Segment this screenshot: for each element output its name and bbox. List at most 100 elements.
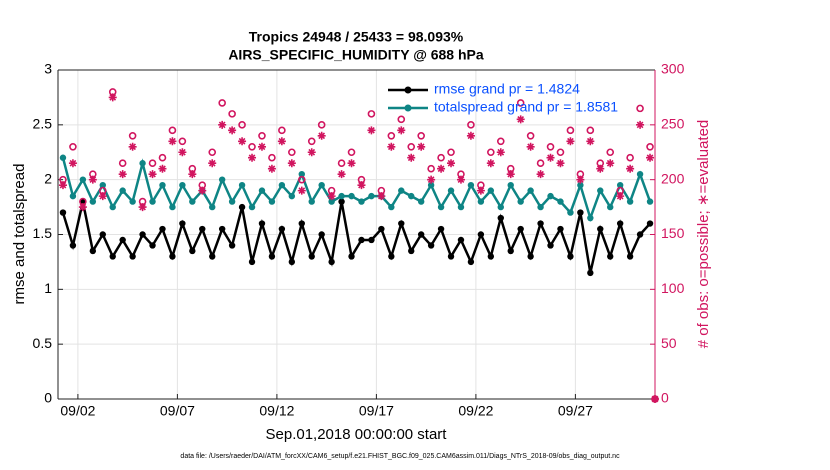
obs-possible xyxy=(387,132,396,140)
obs-possible xyxy=(367,110,376,118)
data-point xyxy=(69,192,77,200)
data-point xyxy=(189,247,196,255)
obs-evaluated xyxy=(138,203,147,212)
obs-possible xyxy=(128,132,137,140)
data-point xyxy=(447,187,455,194)
obs-possible xyxy=(69,142,77,151)
x-tick-label: 09/22 xyxy=(458,403,493,419)
data-point xyxy=(149,242,156,249)
data-point xyxy=(417,231,425,238)
data-point xyxy=(278,225,286,233)
data-point xyxy=(646,220,654,227)
data-point xyxy=(298,220,305,227)
obs-evaluated xyxy=(317,131,326,140)
obs-possible xyxy=(646,142,654,151)
data-point xyxy=(119,236,126,244)
data-point xyxy=(626,253,634,260)
data-point xyxy=(139,231,146,238)
data-point xyxy=(89,198,97,205)
data-point xyxy=(209,253,216,260)
obs-evaluated xyxy=(447,159,456,168)
data-point xyxy=(59,209,67,216)
data-point xyxy=(298,170,305,178)
y2-tick-label: 300 xyxy=(661,61,685,77)
obs-evaluated xyxy=(307,148,316,157)
obs-possible xyxy=(347,148,356,157)
y2-tick-label: 0 xyxy=(661,390,669,406)
obs-evaluated xyxy=(347,159,356,168)
data-point xyxy=(408,192,415,200)
obs-possible xyxy=(407,142,416,151)
data-point xyxy=(388,203,395,211)
obs-evaluated xyxy=(546,153,555,162)
obs-evaluated xyxy=(506,170,515,179)
data-point xyxy=(616,181,624,189)
y2-tick-label: 100 xyxy=(661,280,685,296)
y-tick-label: 3 xyxy=(44,61,52,77)
obs-possible xyxy=(317,121,326,129)
obs-possible xyxy=(278,126,286,135)
data-point xyxy=(497,203,504,211)
obs-possible xyxy=(168,126,177,135)
data-point xyxy=(328,198,335,205)
obs-evaluated xyxy=(606,159,615,168)
data-point xyxy=(338,198,345,205)
obs-evaluated xyxy=(377,192,386,201)
obs-evaluated xyxy=(407,153,416,162)
data-point xyxy=(248,258,256,266)
obs-evaluated xyxy=(108,93,117,102)
obs-evaluated xyxy=(496,148,505,157)
data-point xyxy=(567,253,574,260)
data-point xyxy=(179,181,186,189)
data-point xyxy=(119,187,126,194)
obs-evaluated xyxy=(636,120,645,129)
series-line xyxy=(61,201,651,274)
data-point xyxy=(537,203,544,211)
data-point xyxy=(477,231,485,238)
obs-possible xyxy=(178,137,187,146)
obs-evaluated xyxy=(228,126,237,135)
y-axis-label: rmse and totalspread xyxy=(11,164,28,305)
data-point xyxy=(109,203,116,211)
data-point xyxy=(427,181,435,189)
data-point xyxy=(497,214,504,222)
obs-possible xyxy=(228,110,236,118)
data-point xyxy=(348,253,355,260)
data-point xyxy=(199,225,206,233)
data-point xyxy=(607,253,614,260)
data-point xyxy=(398,187,405,194)
data-point xyxy=(69,242,77,249)
data-point xyxy=(577,181,584,189)
data-point xyxy=(368,192,375,200)
data-point xyxy=(109,253,116,260)
obs-evaluated xyxy=(248,153,257,162)
obs-possible xyxy=(447,148,455,157)
obs-evaluated xyxy=(397,126,406,135)
data-point xyxy=(557,198,564,205)
data-point xyxy=(557,225,564,233)
obs-evaluated xyxy=(128,142,137,151)
obs-possible xyxy=(606,148,615,157)
obs-evaluated xyxy=(168,137,177,146)
data-point xyxy=(288,192,296,200)
obs-possible xyxy=(158,153,167,162)
obs-possible xyxy=(536,159,545,168)
obs-possible xyxy=(467,121,475,129)
obs-possible xyxy=(208,148,217,157)
data-point xyxy=(288,258,296,266)
obs-evaluated xyxy=(646,153,655,162)
data-point xyxy=(308,198,315,205)
obs-evaluated xyxy=(576,175,585,184)
data-point xyxy=(587,269,594,277)
chart-title: Tropics 24948 / 25433 = 98.093% xyxy=(249,29,464,45)
data-point xyxy=(587,214,594,222)
obs-evaluated xyxy=(387,142,396,151)
data-point xyxy=(338,192,345,200)
data-point xyxy=(139,160,146,167)
data-point xyxy=(159,225,166,233)
data-point xyxy=(59,154,67,161)
data-point xyxy=(467,258,475,266)
data-point xyxy=(457,236,465,244)
y-tick-label: 1 xyxy=(44,280,52,296)
